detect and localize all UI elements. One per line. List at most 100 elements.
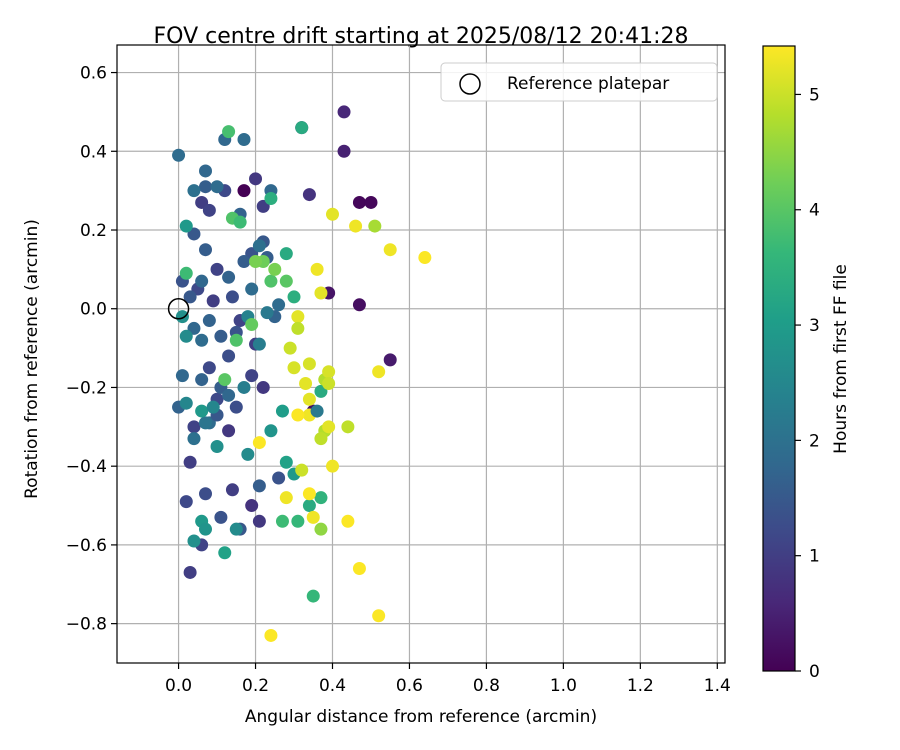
- data-point: [279, 455, 293, 469]
- legend-box: [440, 62, 718, 102]
- plot-frame: [116, 44, 726, 664]
- data-point: [179, 329, 193, 343]
- data-point: [287, 361, 301, 375]
- data-point: [252, 337, 266, 351]
- data-point: [291, 408, 305, 422]
- data-point: [302, 487, 316, 501]
- colorbar-tick-label: 4: [809, 201, 820, 221]
- data-point: [322, 377, 336, 391]
- colorbar-tick-label: 3: [809, 316, 820, 336]
- data-point: [302, 392, 316, 406]
- data-point: [352, 298, 366, 312]
- data-point: [249, 172, 263, 186]
- data-point: [252, 514, 266, 528]
- x-tick-label: 1.4: [704, 676, 731, 696]
- data-point: [187, 420, 201, 434]
- data-point: [264, 274, 278, 288]
- data-point: [179, 396, 193, 410]
- data-point: [187, 184, 201, 198]
- y-tick-label: 0.2: [80, 221, 107, 241]
- data-point: [314, 522, 328, 536]
- data-point: [214, 329, 228, 343]
- data-point: [195, 373, 209, 387]
- y-axis-label: Rotation from reference (arcmin): [22, 219, 42, 499]
- data-point: [237, 254, 251, 268]
- data-point: [302, 357, 316, 371]
- data-point: [195, 274, 209, 288]
- data-point: [314, 286, 328, 300]
- data-point: [237, 380, 251, 394]
- data-point: [322, 420, 336, 434]
- data-point: [172, 148, 186, 162]
- data-point: [279, 491, 293, 505]
- x-tick-label: 0.2: [242, 676, 269, 696]
- data-point: [218, 373, 232, 387]
- data-point: [291, 310, 305, 324]
- data-point: [306, 589, 320, 603]
- data-point: [206, 294, 220, 308]
- colorbar-label: Hours from first FF file: [831, 264, 851, 454]
- legend-entry-reference: Reference platepar: [507, 74, 669, 94]
- data-point: [264, 424, 278, 438]
- colorbar-tick-label: 5: [809, 85, 820, 105]
- data-point: [210, 262, 224, 276]
- reference-platepar-marker: [167, 297, 190, 320]
- data-point: [183, 455, 197, 469]
- x-tick-label: 1.2: [627, 676, 654, 696]
- data-point: [195, 333, 209, 347]
- data-point: [199, 416, 213, 430]
- data-point: [175, 369, 189, 383]
- data-point: [187, 534, 201, 548]
- data-point: [325, 459, 339, 473]
- data-point: [383, 353, 397, 367]
- grid: [117, 45, 725, 663]
- colorbar-tick-label: 2: [809, 431, 820, 451]
- legend: Reference platepar: [440, 62, 718, 102]
- y-tick-label: 0.0: [80, 300, 107, 320]
- data-point: [383, 243, 397, 257]
- data-point: [264, 628, 278, 642]
- data-point: [295, 463, 309, 477]
- y-tick-label: −0.2: [66, 378, 107, 398]
- colorbar-ticks: 0 1 2 3 4 5: [795, 85, 820, 682]
- data-point: [275, 404, 289, 418]
- data-point: [352, 562, 366, 576]
- data-point: [245, 282, 259, 296]
- data-point: [279, 247, 293, 261]
- colorbar-tick-label: 0: [809, 662, 820, 682]
- data-point: [310, 404, 324, 418]
- data-point: [325, 207, 339, 221]
- data-point: [322, 365, 336, 379]
- data-point: [272, 471, 286, 485]
- y-tick-label: −0.6: [66, 536, 107, 556]
- data-point: [233, 215, 247, 229]
- data-point: [179, 219, 193, 233]
- data-point: [183, 565, 197, 579]
- data-point: [218, 546, 232, 560]
- data-point: [222, 388, 236, 402]
- data-point: [337, 105, 351, 119]
- data-point: [237, 184, 251, 198]
- scatter-points: [172, 105, 432, 642]
- data-point: [222, 270, 236, 284]
- y-axis-ticks: 0.6 0.4 0.2 0.0 −0.2 −0.4 −0.6 −0.8: [66, 64, 117, 635]
- data-point: [199, 487, 213, 501]
- data-point: [202, 203, 216, 217]
- x-axis-ticks: 0.0 0.2 0.4 0.6 0.8 1.0 1.2 1.4: [165, 663, 731, 696]
- y-tick-label: −0.8: [66, 615, 107, 635]
- data-point: [314, 491, 328, 505]
- data-point: [349, 219, 363, 233]
- data-point: [252, 479, 266, 493]
- data-point: [283, 341, 297, 355]
- data-point: [199, 164, 213, 178]
- data-point: [199, 522, 213, 536]
- data-point: [237, 132, 251, 146]
- data-point: [302, 499, 316, 513]
- data-point: [210, 180, 224, 194]
- data-point: [352, 195, 366, 209]
- x-tick-label: 0.6: [396, 676, 423, 696]
- data-point: [175, 310, 189, 324]
- data-point: [210, 440, 224, 454]
- data-point: [291, 321, 305, 335]
